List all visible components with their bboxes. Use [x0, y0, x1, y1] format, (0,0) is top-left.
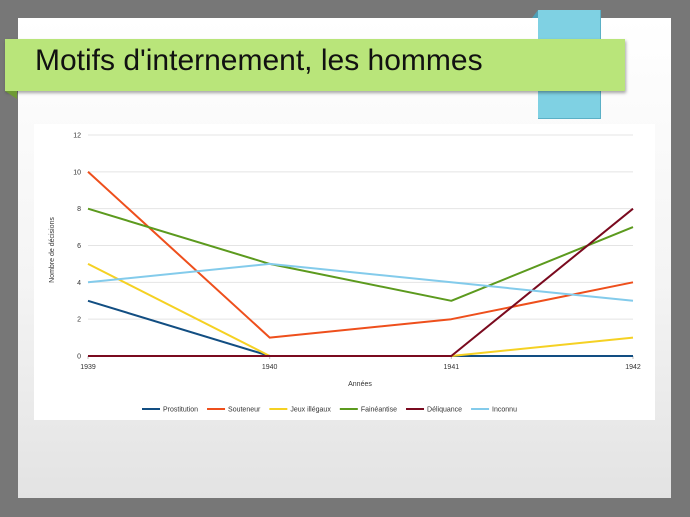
y-tick-labels: 0 2 4 6 8 10 12: [73, 133, 81, 361]
y-tick-8: 8: [77, 206, 81, 213]
title-banner: Motifs d'internement, les hommes: [5, 39, 625, 91]
legend-label-1: Souteneur: [228, 407, 261, 414]
series-lines: [87, 171, 634, 357]
series-line-2: [87, 263, 634, 357]
x-tick-labels: 1939 1940 1941 1942: [80, 364, 641, 371]
x-tick-1941: 1941: [444, 364, 460, 371]
slide-title: Motifs d'internement, les hommes: [35, 44, 483, 77]
y-tick-12: 12: [73, 133, 81, 140]
blue-tab-fold: [532, 10, 538, 18]
chart-panel: 0 2 4 6 8 10 12 1939 1940 1941 1942 Nombre de déc…: [34, 124, 655, 420]
legend-label-5: Inconnu: [492, 407, 517, 414]
x-tick-1939: 1939: [80, 364, 96, 371]
series-line-4: [88, 207, 634, 357]
y-tick-0: 0: [77, 354, 81, 361]
legend-label-2: Jeux illégaux: [290, 407, 331, 414]
x-axis-label: Années: [348, 381, 372, 388]
series-line-3: [87, 207, 634, 302]
y-axis-label: Nombre de décisions: [49, 217, 56, 283]
x-tick-1942: 1942: [625, 364, 641, 371]
legend-label-0: Prostitution: [163, 407, 198, 414]
legend-label-4: Déliquance: [427, 407, 462, 414]
legend: Prostitution Souteneur Jeux illégaux Fainéa…: [142, 407, 517, 414]
title-banner-fold: [5, 91, 17, 99]
y-tick-6: 6: [77, 243, 81, 250]
line-chart: 0 2 4 6 8 10 12 1939 1940 1941 1942 Nombre de déc…: [49, 133, 641, 414]
y-tick-2: 2: [77, 317, 81, 324]
series-line-1: [87, 171, 634, 339]
y-tick-10: 10: [73, 169, 81, 176]
series-line-5: [87, 262, 634, 302]
y-tick-4: 4: [77, 280, 81, 287]
legend-label-3: Fainéantise: [361, 407, 397, 414]
x-tick-1940: 1940: [262, 364, 278, 371]
